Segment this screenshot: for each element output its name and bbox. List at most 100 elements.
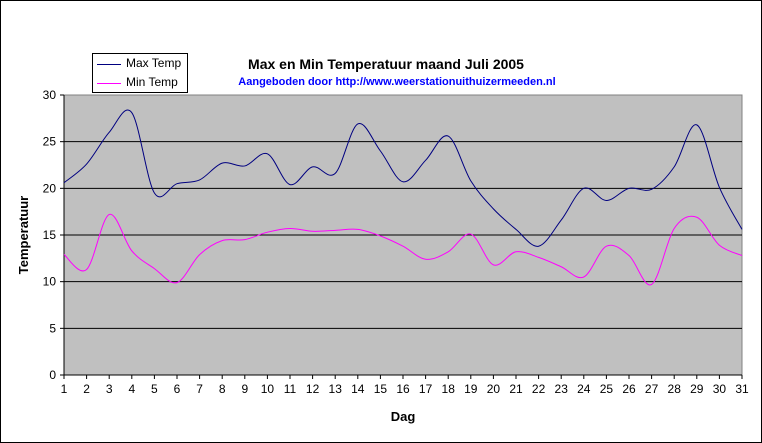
x-tick-label: 8 <box>219 382 226 396</box>
y-tick-label: 5 <box>49 321 56 335</box>
x-tick-label: 18 <box>442 382 456 396</box>
x-tick-label: 29 <box>690 382 704 396</box>
data-point-min-temp <box>86 269 87 270</box>
data-point-min-temp <box>696 217 697 218</box>
data-point-max-temp <box>719 187 720 188</box>
x-tick-label: 10 <box>261 382 275 396</box>
x-tick-label: 27 <box>645 382 659 396</box>
x-tick-label: 2 <box>83 382 90 396</box>
data-point-max-temp <box>335 173 336 174</box>
x-tick-label: 23 <box>555 382 569 396</box>
data-point-max-temp <box>154 192 155 193</box>
data-point-min-temp <box>561 266 562 267</box>
data-point-max-temp <box>470 180 471 181</box>
data-point-min-temp <box>289 228 290 229</box>
data-point-min-temp <box>606 246 607 247</box>
data-point-max-temp <box>741 229 742 230</box>
data-point-max-temp <box>606 200 607 201</box>
y-tick-label: 25 <box>43 135 57 149</box>
data-point-min-temp <box>425 259 426 260</box>
legend-label-max: Max Temp <box>126 56 182 70</box>
data-point-min-temp <box>674 228 675 229</box>
x-tick-label: 21 <box>509 382 523 396</box>
series-lines <box>63 109 743 286</box>
legend-swatch-min <box>97 83 121 84</box>
grid-lines <box>64 141 742 329</box>
data-point-min-temp <box>63 254 64 255</box>
data-point-max-temp <box>176 183 177 184</box>
x-tick-label: 28 <box>668 382 682 396</box>
series-line-min-temp <box>63 213 743 286</box>
axes <box>60 94 743 379</box>
data-point-min-temp <box>515 251 516 252</box>
x-tick-label: 19 <box>464 382 478 396</box>
y-tick-label: 20 <box>43 181 57 195</box>
x-tick-label: 14 <box>351 382 365 396</box>
data-point-min-temp <box>628 255 629 256</box>
data-point-max-temp <box>696 124 697 125</box>
data-point-max-temp <box>131 112 132 113</box>
data-point-min-temp <box>312 231 313 232</box>
data-point-max-temp <box>312 166 313 167</box>
data-point-max-temp <box>515 229 516 230</box>
legend-label-min: Min Temp <box>126 75 178 89</box>
data-point-min-temp <box>267 232 268 233</box>
data-point-max-temp <box>199 179 200 180</box>
x-tick-label: 31 <box>735 382 749 396</box>
data-point-max-temp <box>222 163 223 164</box>
x-tick-label: 16 <box>396 382 410 396</box>
x-tick-label: 12 <box>306 382 320 396</box>
data-point-max-temp <box>538 246 539 247</box>
x-tick-label: 3 <box>106 382 113 396</box>
data-point-min-temp <box>222 240 223 241</box>
data-point-min-temp <box>109 214 110 215</box>
x-tick-label: 30 <box>713 382 727 396</box>
data-point-max-temp <box>244 165 245 166</box>
data-point-max-temp <box>380 150 381 151</box>
chart-title: Max en Min Temperatuur maand Juli 2005 <box>248 56 524 72</box>
x-tick-label: 4 <box>128 382 135 396</box>
data-point-max-temp <box>448 135 449 136</box>
y-tick-label: 10 <box>43 275 57 289</box>
data-point-min-temp <box>470 233 471 234</box>
y-axis-label: Temperatuur <box>16 196 31 275</box>
data-point-min-temp <box>357 229 358 230</box>
x-tick-label: 24 <box>577 382 591 396</box>
data-point-max-temp <box>425 160 426 161</box>
data-point-min-temp <box>402 246 403 247</box>
x-tick-label: 20 <box>487 382 501 396</box>
x-tick-label: 1 <box>61 382 68 396</box>
data-point-min-temp <box>493 264 494 265</box>
data-point-max-temp <box>402 181 403 182</box>
data-point-min-temp <box>199 254 200 255</box>
x-tick-label: 26 <box>622 382 636 396</box>
data-point-min-temp <box>380 235 381 236</box>
data-point-min-temp <box>583 276 584 277</box>
y-tick-label: 30 <box>43 88 57 102</box>
x-tick-label: 15 <box>374 382 388 396</box>
data-point-min-temp <box>335 230 336 231</box>
data-point-max-temp <box>357 123 358 124</box>
data-point-max-temp <box>628 188 629 189</box>
x-tick-label: 17 <box>419 382 433 396</box>
data-point-max-temp <box>674 166 675 167</box>
data-point-max-temp <box>267 153 268 154</box>
y-tick-label: 0 <box>49 368 56 382</box>
data-point-min-temp <box>538 257 539 258</box>
data-point-min-temp <box>131 250 132 251</box>
x-tick-label: 25 <box>600 382 614 396</box>
data-point-max-temp <box>583 188 584 189</box>
data-point-max-temp <box>109 132 110 133</box>
data-point-max-temp <box>651 189 652 190</box>
data-point-min-temp <box>176 282 177 283</box>
x-tick-label: 6 <box>174 382 181 396</box>
x-axis-label: Dag <box>391 409 416 424</box>
x-tick-label: 9 <box>241 382 248 396</box>
legend-item-max: Max Temp <box>97 56 187 72</box>
x-tick-label: 11 <box>284 382 297 396</box>
data-point-max-temp <box>86 163 87 164</box>
data-point-min-temp <box>741 255 742 256</box>
